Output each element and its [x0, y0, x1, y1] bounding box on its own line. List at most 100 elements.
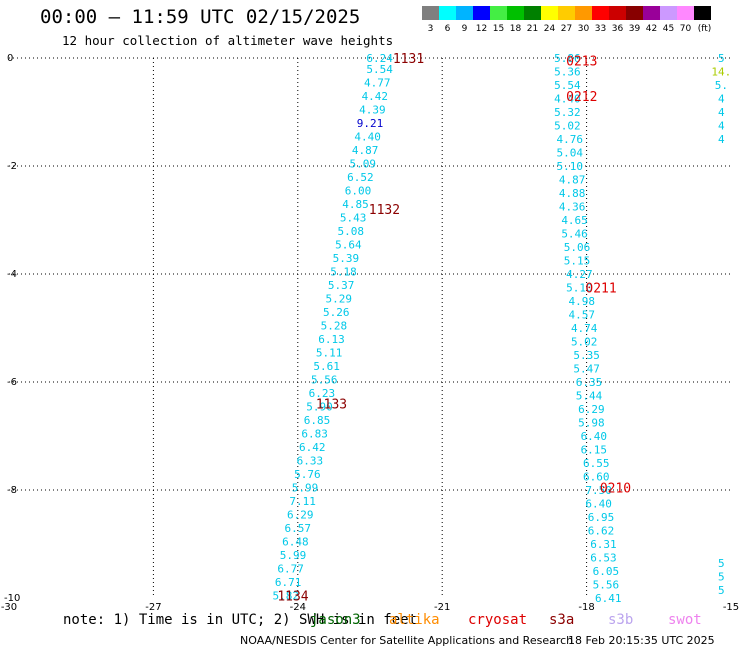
- data-point-label: 6.83: [301, 427, 328, 440]
- data-point-label: 14.: [711, 66, 731, 79]
- data-point-label: 5.04: [557, 147, 584, 160]
- data-point-label: 4.39: [359, 103, 386, 116]
- satellite-legend-s3b: s3b: [608, 612, 634, 628]
- data-point-label: 5.36: [554, 66, 581, 79]
- data-point-label: 6.52: [347, 171, 374, 184]
- data-point-label: 6.40: [581, 430, 608, 443]
- x-tick-label: -27: [145, 602, 161, 613]
- data-point-label: 5.99: [292, 481, 319, 494]
- data-point-label: 5.28: [321, 319, 348, 332]
- satellite-legend-altika: altika: [389, 612, 440, 628]
- data-point-label: 5: [718, 557, 725, 570]
- colorbar-label: 18: [510, 24, 522, 34]
- data-point-label: 5.29: [325, 292, 352, 305]
- data-point-label: 6.29: [287, 508, 314, 521]
- data-point-label: 6.60: [583, 471, 610, 484]
- data-point-label: 6.24: [366, 52, 393, 65]
- data-point-label: 5.09: [350, 157, 377, 170]
- plot-axes: -30 -27 -24 -21 -18 -15 0 -2 -4 -6 -8 -10: [1, 53, 739, 613]
- satellite-legend-jason3: jason3: [310, 612, 361, 628]
- footer-credit: NOAA/NESDIS Center for Satellite Applica…: [240, 634, 574, 647]
- data-point-label: 5.10: [566, 282, 593, 295]
- data-point-label: 6.55: [583, 457, 610, 470]
- data-point-label: 5.32: [554, 106, 581, 119]
- data-point-label: 5.90: [306, 400, 333, 413]
- data-point-label: 4.88: [559, 187, 586, 200]
- data-point-label: 6.71: [275, 576, 302, 589]
- data-point-label: 6.85: [304, 414, 331, 427]
- colorbar-swatch: [473, 6, 490, 20]
- data-point-label: 5.39: [333, 252, 360, 265]
- data-point-label: 6.35: [576, 376, 603, 389]
- colorbar-swatch: [490, 6, 507, 20]
- data-point-label: 4.98: [569, 295, 596, 308]
- data-point-label: 5.56: [311, 373, 338, 386]
- data-point-label: 6.95: [588, 511, 615, 524]
- data-point-label: 5.54: [366, 63, 393, 76]
- data-point-label: 5.06: [564, 241, 591, 254]
- data-point-label: 6.40: [585, 498, 612, 511]
- x-tick-label: -15: [723, 602, 739, 613]
- data-point-label: 4: [718, 93, 725, 106]
- data-point-label: 5.54: [554, 79, 581, 92]
- data-point-label: 4.65: [561, 214, 588, 227]
- colorbar-label: (ft): [698, 24, 712, 34]
- x-tick-label: -21: [434, 602, 450, 613]
- colorbar-label: 36: [612, 24, 624, 34]
- y-tick-label: -2: [7, 161, 17, 172]
- data-point-label: 5: [718, 584, 725, 597]
- data-point-label: 5.99: [280, 549, 307, 562]
- colorbar-swatch: [541, 6, 558, 20]
- satellite-legend-swot: swot: [668, 612, 702, 628]
- y-tick-label: -10: [4, 593, 20, 604]
- colorbar-swatch: [609, 6, 626, 20]
- data-point-label: 4: [718, 133, 725, 146]
- y-tick-label: 0: [7, 53, 13, 64]
- data-point-label: 6.31: [590, 538, 617, 551]
- data-point-label: 5.61: [313, 360, 340, 373]
- x-tick-label: -18: [578, 602, 594, 613]
- data-point-label: 6.41: [595, 592, 622, 605]
- data-point-label: 4.42: [362, 90, 389, 103]
- data-point-label: 5.37: [328, 279, 355, 292]
- data-point-label: 9.21: [357, 117, 384, 130]
- x-tick-label: -30: [1, 602, 17, 613]
- track-time-label: 0213: [566, 55, 597, 70]
- plot-grid: [9, 57, 731, 598]
- data-point-label: 5.82: [273, 589, 300, 602]
- colorbar-swatch: [677, 6, 694, 20]
- track-time-label: 0212: [566, 90, 597, 105]
- colorbar-swatch: [558, 6, 575, 20]
- colorbar-label: 45: [663, 24, 674, 34]
- data-point-label: 4.57: [569, 309, 596, 322]
- data-point-label: 6.29: [578, 403, 605, 416]
- satellite-legend-cryosat: cryosat: [468, 612, 528, 628]
- track-time-label: 1134: [277, 589, 308, 604]
- colorbar-label: 12: [476, 24, 487, 34]
- chart-title: 00:00 – 11:59 UTC 02/15/2025: [40, 6, 361, 28]
- data-point-label: 5.26: [323, 306, 350, 319]
- colorbar-label: 3: [428, 24, 434, 34]
- data-point-label: 5.64: [335, 238, 362, 251]
- data-point-label: 5.08: [337, 225, 364, 238]
- data-point-label: 4: [718, 106, 725, 119]
- colorbar-swatch: [694, 6, 711, 20]
- colorbar-label: 33: [595, 24, 606, 34]
- data-point-label: 6.77: [277, 562, 304, 575]
- satellite-legend-s3a: s3a: [549, 612, 575, 628]
- data-point-label: 6.00: [345, 184, 372, 197]
- y-tick-label: -8: [7, 485, 17, 496]
- data-point-label: 4.85: [342, 198, 369, 211]
- colorbar-swatch: [643, 6, 660, 20]
- data-point-label: 5.44: [576, 390, 603, 403]
- x-tick-label: -24: [290, 602, 306, 613]
- data-point-label: 5: [718, 570, 725, 583]
- data-point-label: 5.15: [564, 255, 591, 268]
- data-point-label: 4.76: [557, 133, 584, 146]
- data-point-label: 6.42: [299, 441, 326, 454]
- data-point-label: 5.18: [330, 265, 357, 278]
- data-point-label: 5.02: [554, 120, 581, 133]
- data-point-label: 7.11: [289, 495, 316, 508]
- track-time-label: 1131: [393, 52, 424, 67]
